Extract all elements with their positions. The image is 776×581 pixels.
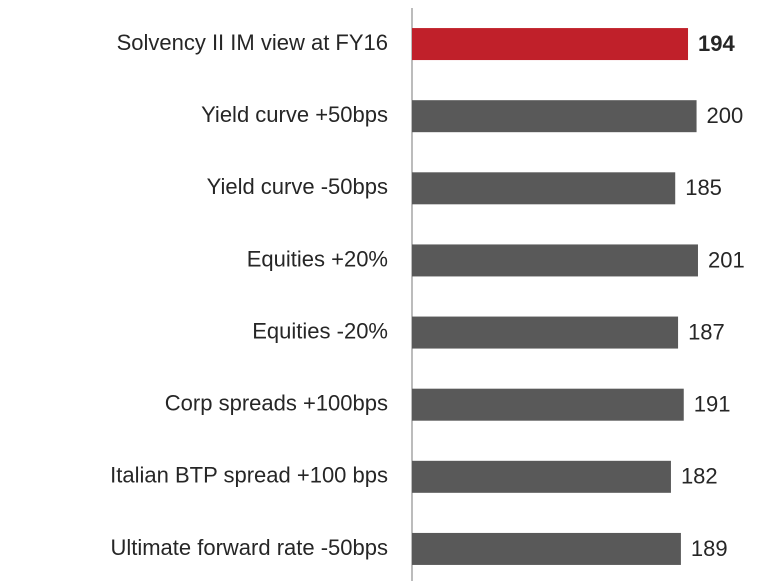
value-label: 182 <box>681 464 718 489</box>
category-label: Yield curve +50bps <box>201 102 388 127</box>
bar <box>412 100 697 133</box>
category-label: Equities -20% <box>252 318 388 343</box>
category-label: Equities +20% <box>247 246 388 271</box>
bar <box>412 28 689 61</box>
value-label: 187 <box>688 319 725 344</box>
bar <box>412 460 671 493</box>
category-label: Solvency II IM view at FY16 <box>117 30 388 55</box>
category-label: Italian BTP spread +100 bps <box>110 463 388 488</box>
value-label: 200 <box>707 103 744 128</box>
value-label: 201 <box>708 247 745 272</box>
bar <box>412 316 679 349</box>
bar <box>412 388 684 421</box>
category-label: Corp spreads +100bps <box>165 391 388 416</box>
value-label: 189 <box>691 536 728 561</box>
bar <box>412 244 698 277</box>
category-label: Ultimate forward rate -50bps <box>110 535 388 560</box>
bar <box>412 172 676 205</box>
value-label: 185 <box>685 175 722 200</box>
category-label: Yield curve -50bps <box>207 174 388 199</box>
value-label: 191 <box>694 392 731 417</box>
value-label: 194 <box>698 31 735 56</box>
bar <box>412 532 681 565</box>
